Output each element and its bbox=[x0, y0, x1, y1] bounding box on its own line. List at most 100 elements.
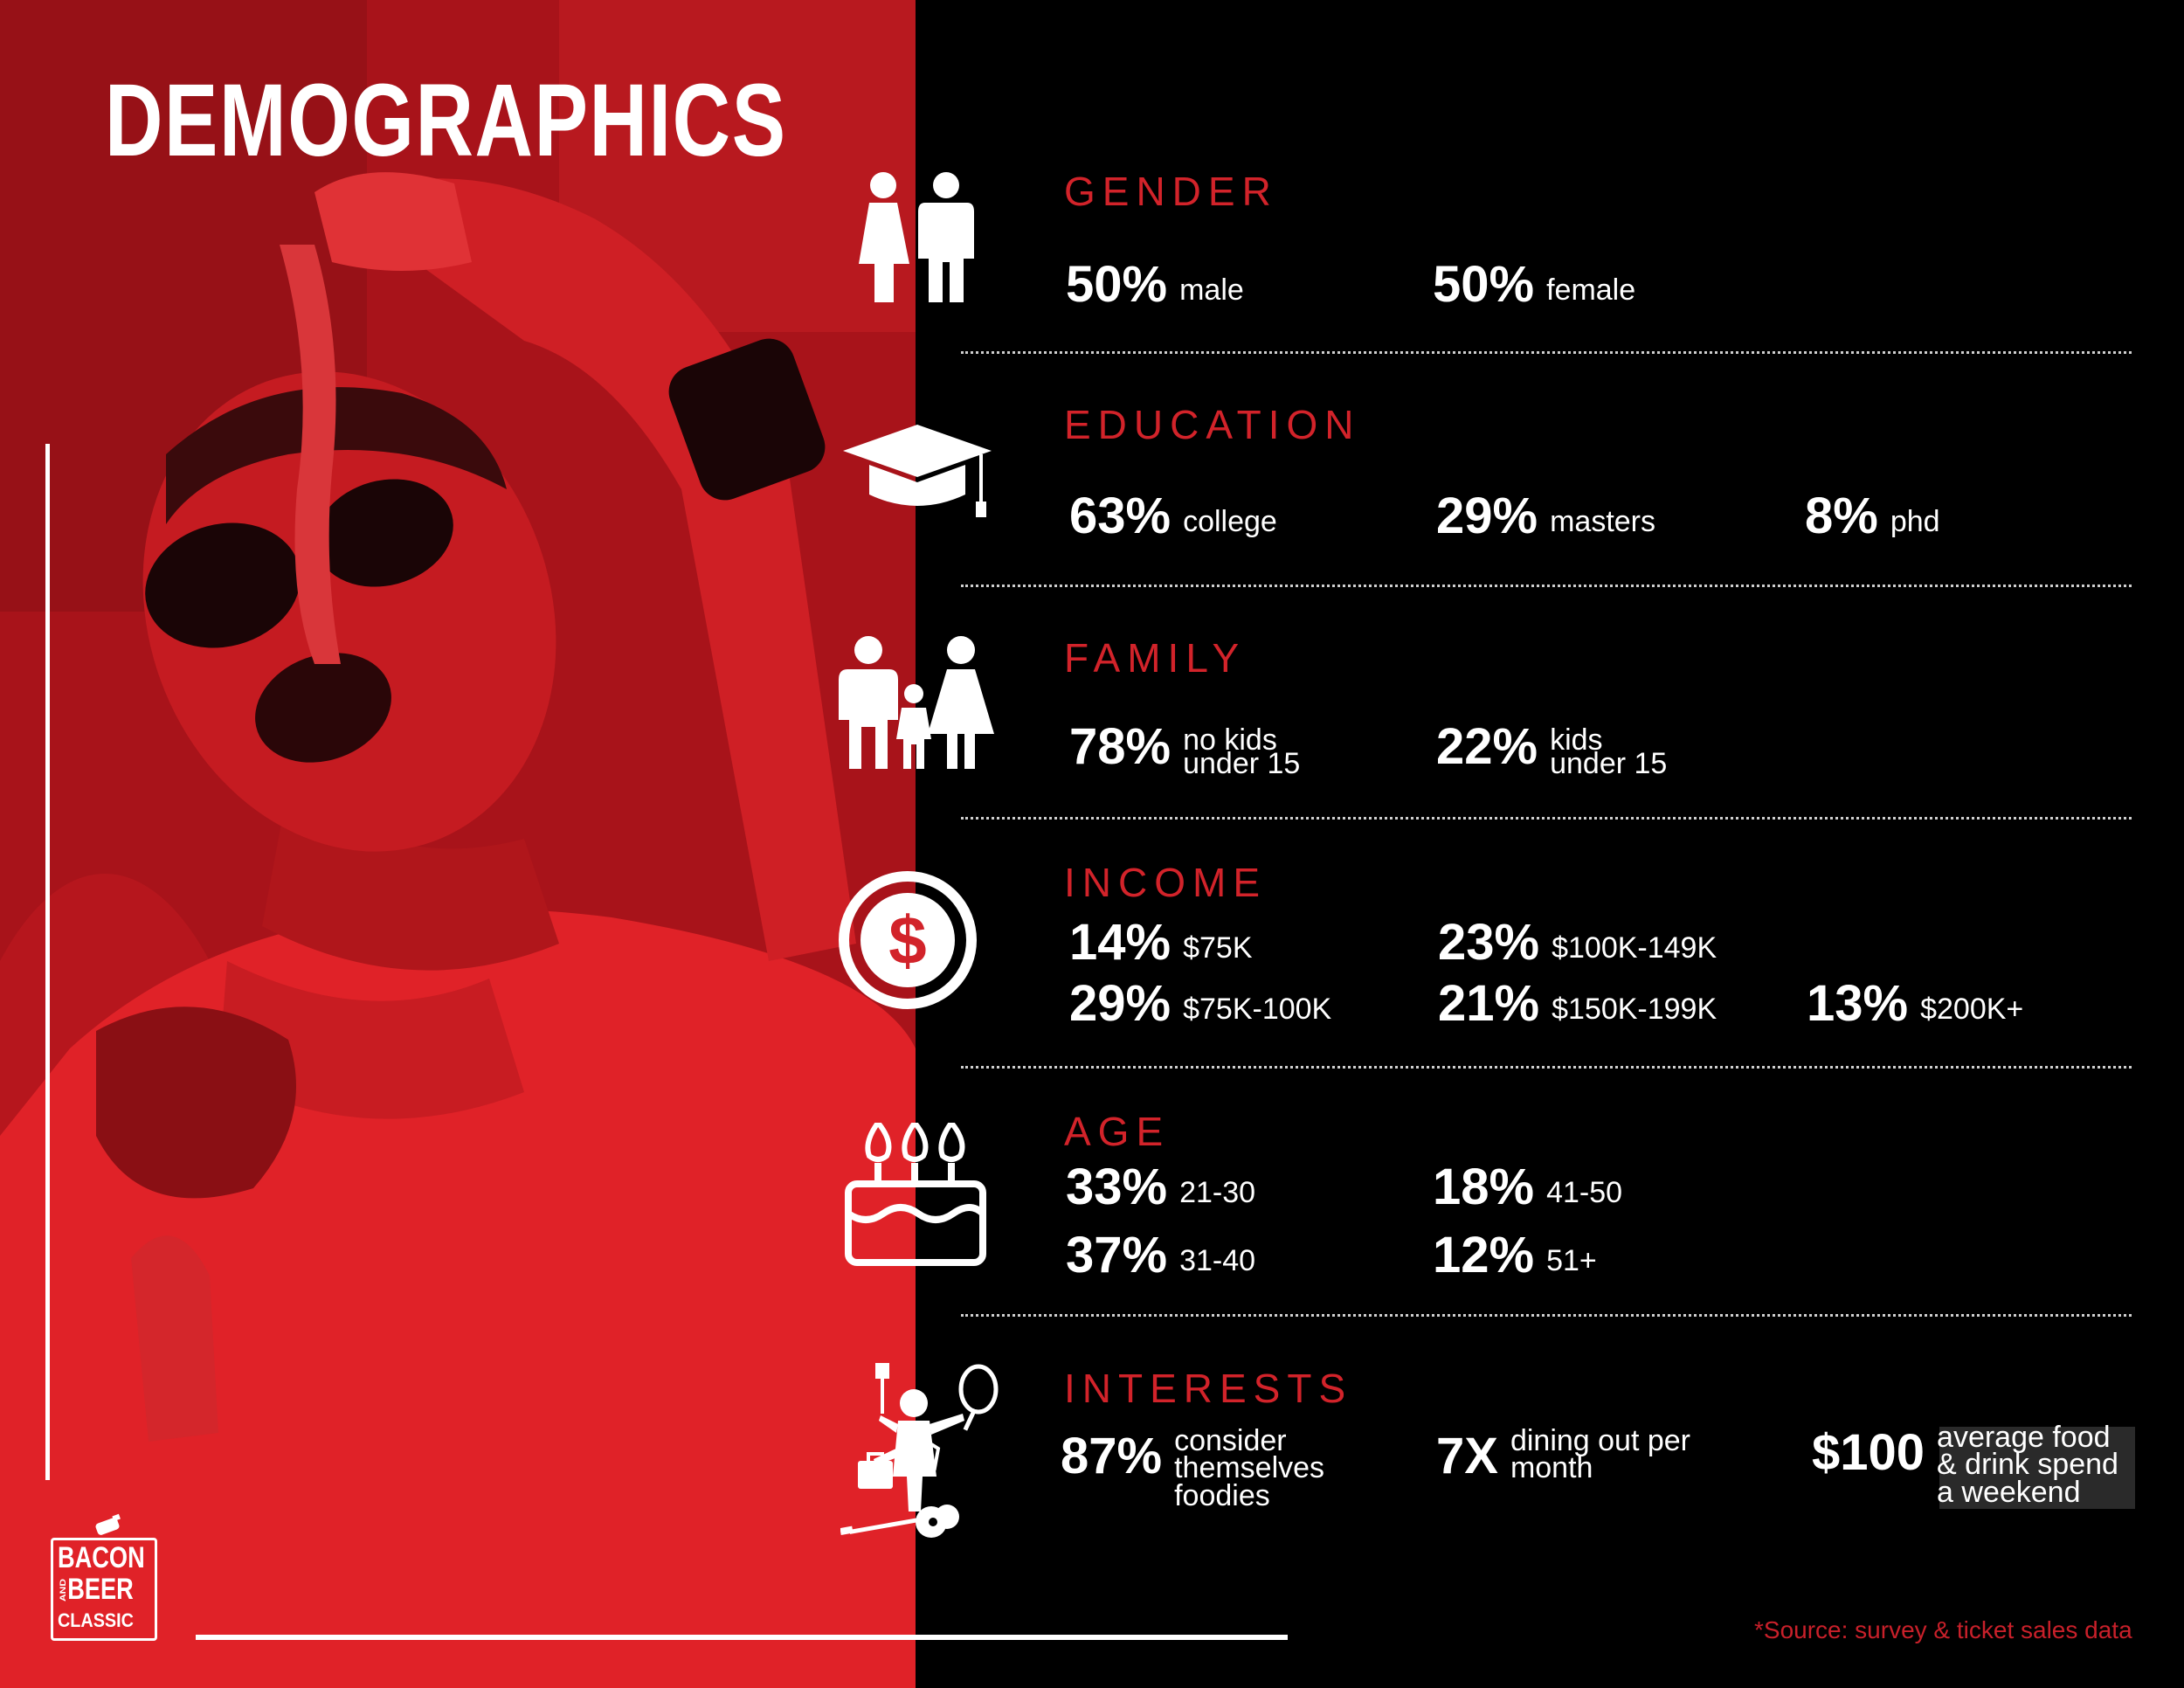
stat-label: 51+ bbox=[1546, 1244, 1597, 1277]
stat-label: no kids under 15 bbox=[1183, 725, 1300, 778]
stat-label: $150K-199K bbox=[1552, 993, 1717, 1026]
section-divider bbox=[961, 817, 2132, 820]
bottle-icon bbox=[95, 1513, 121, 1535]
gender-stat-female: 50% female bbox=[1433, 259, 1635, 310]
stat-label: female bbox=[1546, 273, 1636, 307]
stat-value: 13% bbox=[1807, 975, 1909, 1032]
interests-title: INTERESTS bbox=[1064, 1366, 1353, 1411]
bottom-decorative-rule bbox=[196, 1635, 1288, 1640]
stat-label-line: no kids bbox=[1183, 723, 1277, 757]
spend-label-background bbox=[1939, 1427, 2135, 1509]
stat-value: 12% bbox=[1433, 1227, 1535, 1283]
stat-value: 50% bbox=[1066, 256, 1168, 313]
stat-label-line: foodies bbox=[1174, 1478, 1270, 1512]
income-stat-75k-100k: 29% $75K-100K bbox=[1069, 979, 1331, 1029]
logo-text-and: AND bbox=[58, 1579, 68, 1602]
stat-label: college bbox=[1183, 505, 1277, 538]
stat-label: 41-50 bbox=[1546, 1176, 1623, 1209]
family-stat-no-kids: 78% no kids under 15 bbox=[1069, 718, 1300, 778]
interests-stat-dining-out: 7X dining out per month bbox=[1436, 1426, 1690, 1485]
family-stat-kids: 22% kids under 15 bbox=[1436, 718, 1667, 778]
stat-label-line: consider bbox=[1174, 1424, 1287, 1457]
stat-value: 21% bbox=[1438, 975, 1540, 1032]
stat-label: kids under 15 bbox=[1550, 725, 1667, 778]
section-divider bbox=[961, 351, 2132, 354]
interests-stat-foodies: 87% consider themselves foodies bbox=[1061, 1426, 1325, 1512]
stat-value: 87% bbox=[1061, 1428, 1163, 1484]
stat-value: 50% bbox=[1433, 256, 1535, 313]
page-title: DEMOGRAPHICS bbox=[105, 63, 787, 178]
education-stat-masters: 29% masters bbox=[1436, 491, 1655, 542]
stat-label-line: month bbox=[1510, 1451, 1593, 1485]
stat-value: 37% bbox=[1066, 1227, 1168, 1283]
stat-label-line: a weekend bbox=[1937, 1475, 2081, 1509]
birthday-cake-icon bbox=[845, 1123, 986, 1266]
stat-label-line: under 15 bbox=[1550, 746, 1668, 780]
bacon-and-beer-logo: BACON ANDBEER CLASSIC bbox=[51, 1512, 157, 1641]
stat-value: 14% bbox=[1069, 914, 1171, 971]
income-stat-100k-149k: 23% $100K-149K bbox=[1438, 917, 1717, 968]
gender-stat-male: 50% male bbox=[1066, 259, 1244, 310]
stat-label-line: average food bbox=[1937, 1421, 2111, 1454]
left-decorative-rule bbox=[45, 444, 50, 1480]
income-stat-150k-199k: 21% $150K-199K bbox=[1438, 979, 1717, 1029]
income-title: INCOME bbox=[1064, 860, 1267, 905]
stat-label: phd bbox=[1890, 505, 1940, 538]
stat-value: 29% bbox=[1069, 975, 1171, 1032]
section-divider bbox=[961, 1066, 2132, 1069]
income-stat-75k: 14% $75K bbox=[1069, 917, 1253, 968]
stat-value: 18% bbox=[1433, 1159, 1535, 1215]
stat-value: 33% bbox=[1066, 1159, 1168, 1215]
svg-text:$: $ bbox=[888, 902, 926, 979]
hero-photo-illustration bbox=[0, 0, 916, 1688]
logo-text-bacon: BACON bbox=[58, 1541, 145, 1574]
source-footnote: *Source: survey & ticket sales data bbox=[1754, 1616, 2132, 1643]
logo-text-beer-word: BEER bbox=[67, 1573, 134, 1606]
hero-photo-panel: DEMOGRAPHICS bbox=[0, 0, 916, 1688]
stat-label: $75K-100K bbox=[1183, 993, 1332, 1026]
stat-label-line: kids bbox=[1550, 723, 1603, 757]
stat-label: male bbox=[1179, 273, 1244, 307]
age-title: AGE bbox=[1064, 1109, 1171, 1154]
logo-frame bbox=[51, 1538, 157, 1641]
stat-label: $200K+ bbox=[1920, 993, 2024, 1026]
logo-text-beer: ANDBEER bbox=[58, 1573, 134, 1607]
education-stat-college: 63% college bbox=[1069, 491, 1277, 542]
stat-label: 21-30 bbox=[1179, 1176, 1256, 1209]
stat-value: 23% bbox=[1438, 914, 1540, 971]
stat-value: 8% bbox=[1805, 488, 1878, 544]
family-title: FAMILY bbox=[1064, 635, 1247, 681]
age-stat-51-plus: 12% 51+ bbox=[1433, 1230, 1597, 1281]
stat-label: $75K bbox=[1183, 931, 1253, 965]
section-divider bbox=[961, 1314, 2132, 1317]
stat-label-line: & drink spend bbox=[1937, 1448, 2118, 1482]
stat-value: $100 bbox=[1812, 1424, 1925, 1481]
education-title: EDUCATION bbox=[1064, 402, 1361, 447]
stat-value: 22% bbox=[1436, 718, 1538, 775]
stat-value: 63% bbox=[1069, 488, 1171, 544]
section-divider bbox=[961, 585, 2132, 587]
stat-label-line: under 15 bbox=[1183, 746, 1301, 780]
interests-stat-weekend-spend: $100 average food & drink spend a weekend bbox=[1812, 1422, 2118, 1507]
family-icon bbox=[839, 636, 994, 769]
stat-value: 29% bbox=[1436, 488, 1538, 544]
stat-label: consider themselves foodies bbox=[1174, 1426, 1325, 1512]
stat-label: dining out per month bbox=[1510, 1426, 1690, 1485]
stat-label-line: dining out per bbox=[1510, 1424, 1690, 1457]
stat-label: masters bbox=[1550, 505, 1656, 538]
stat-label: $100K-149K bbox=[1552, 931, 1717, 965]
couple-icon bbox=[859, 172, 974, 302]
graduation-cap-icon bbox=[843, 425, 992, 517]
education-stat-phd: 8% phd bbox=[1805, 491, 1940, 542]
dollar-coin-icon: $ bbox=[839, 871, 977, 1009]
hobbies-person-icon bbox=[840, 1363, 999, 1538]
stat-value: 7X bbox=[1436, 1428, 1498, 1484]
stat-value: 78% bbox=[1069, 718, 1171, 775]
age-stat-41-50: 18% 41-50 bbox=[1433, 1162, 1622, 1213]
gender-title: GENDER bbox=[1064, 169, 1278, 214]
age-stat-31-40: 37% 31-40 bbox=[1066, 1230, 1255, 1281]
stat-label-line: themselves bbox=[1174, 1451, 1325, 1485]
stat-label: average food & drink spend a weekend bbox=[1937, 1421, 2118, 1509]
age-stat-21-30: 33% 21-30 bbox=[1066, 1162, 1255, 1213]
stat-label: 31-40 bbox=[1179, 1244, 1256, 1277]
